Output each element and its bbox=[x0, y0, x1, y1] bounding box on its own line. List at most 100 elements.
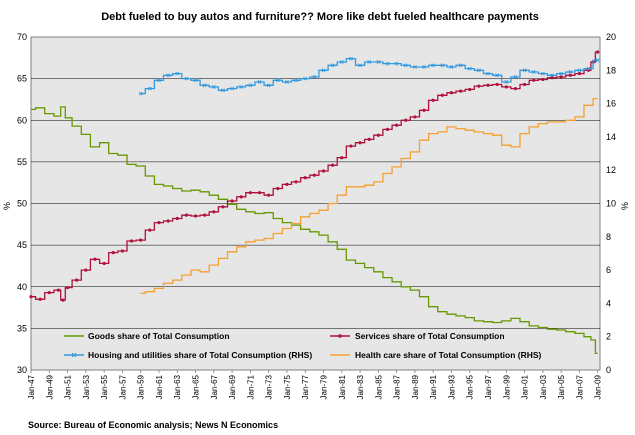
data-point bbox=[422, 108, 426, 112]
data-point bbox=[595, 58, 600, 63]
data-point bbox=[221, 205, 225, 209]
data-point bbox=[193, 78, 198, 83]
data-point bbox=[358, 141, 362, 145]
data-point bbox=[157, 78, 161, 83]
data-point bbox=[120, 249, 125, 253]
left-tick-label: 60 bbox=[17, 115, 27, 125]
x-tick-label: Jan-47 bbox=[27, 374, 36, 399]
data-point bbox=[504, 80, 509, 84]
x-tick-label: Jan-81 bbox=[338, 374, 347, 399]
data-point bbox=[321, 169, 326, 173]
data-point bbox=[367, 60, 372, 64]
data-point bbox=[376, 60, 381, 64]
data-point bbox=[47, 290, 51, 295]
data-point bbox=[276, 186, 280, 191]
x-tick-label: Jan-55 bbox=[100, 374, 109, 399]
data-point bbox=[459, 89, 463, 93]
data-point bbox=[568, 73, 572, 77]
x-tick-label: Jan-83 bbox=[356, 374, 365, 399]
data-point bbox=[403, 63, 408, 68]
data-point bbox=[486, 83, 490, 87]
data-point bbox=[303, 176, 307, 180]
data-point bbox=[577, 72, 582, 76]
x-tick-label: Jan-97 bbox=[484, 374, 493, 399]
right-tick-label: 16 bbox=[606, 99, 616, 109]
x-tick-label: Jan-73 bbox=[265, 374, 274, 399]
data-point bbox=[193, 214, 198, 218]
data-point bbox=[522, 82, 527, 87]
x-tick-label: Jan-91 bbox=[429, 374, 438, 399]
x-tick-label: Jan-75 bbox=[283, 374, 292, 399]
data-point bbox=[522, 68, 527, 73]
right-tick-label: 20 bbox=[606, 32, 616, 42]
x-tick-label: Jan-59 bbox=[137, 374, 146, 399]
left-tick-label: 35 bbox=[17, 323, 27, 333]
left-tick-label: 30 bbox=[17, 365, 27, 375]
x-axis-tick-labels: Jan-47 Jan-49 Jan-51 Jan-53 Jan-55 Jan-57 Jan-… bbox=[27, 370, 603, 399]
data-point bbox=[349, 56, 353, 61]
series-goods-share-of-total-consumption bbox=[31, 106, 598, 355]
data-point bbox=[449, 91, 454, 95]
data-point bbox=[431, 98, 435, 102]
data-point bbox=[111, 251, 115, 255]
x-tick-label: Jan-99 bbox=[502, 374, 511, 399]
data-point bbox=[321, 68, 326, 73]
data-point bbox=[129, 239, 134, 243]
data-point bbox=[93, 257, 97, 261]
left-tick-label: 45 bbox=[17, 240, 27, 250]
x-tick-label: Jan-07 bbox=[575, 374, 584, 399]
data-point bbox=[358, 63, 362, 68]
x-tick-label: Jan-67 bbox=[210, 374, 219, 399]
series-housing-and-utilities-share-of-total-consumption-rhs bbox=[138, 56, 600, 96]
data-point bbox=[212, 210, 216, 214]
data-point bbox=[331, 163, 335, 167]
x-tick-label: Jan-95 bbox=[466, 374, 475, 399]
left-tick-label: 40 bbox=[17, 282, 27, 292]
legend-marker-housing bbox=[71, 352, 77, 358]
data-point bbox=[65, 285, 70, 290]
x-tick-label: Jan-71 bbox=[246, 374, 255, 399]
data-point bbox=[230, 86, 235, 91]
data-point bbox=[541, 77, 545, 82]
legend: Goods share of Total Consumption Service… bbox=[64, 331, 542, 360]
data-point bbox=[166, 73, 171, 78]
data-point bbox=[285, 182, 289, 186]
data-point bbox=[312, 173, 316, 177]
series-line bbox=[31, 106, 598, 355]
data-point bbox=[202, 83, 207, 88]
data-point bbox=[339, 60, 344, 64]
right-tick-label: 8 bbox=[606, 232, 611, 242]
data-point bbox=[61, 298, 65, 302]
data-point bbox=[577, 68, 582, 73]
right-axis-tick-labels: 0 2 4 6 8 10 12 14 16 18 20 bbox=[606, 32, 616, 375]
data-point bbox=[468, 87, 472, 92]
data-point bbox=[367, 137, 371, 141]
left-axis-label: % bbox=[2, 202, 12, 210]
data-point bbox=[568, 70, 573, 74]
data-point bbox=[312, 75, 317, 79]
data-point bbox=[266, 83, 271, 88]
right-tick-label: 4 bbox=[606, 298, 611, 308]
x-tick-label: Jan-89 bbox=[411, 374, 420, 399]
x-tick-label: Jan-49 bbox=[45, 374, 54, 399]
x-tick-label: Jan-03 bbox=[539, 374, 548, 399]
data-point bbox=[495, 82, 499, 87]
data-point bbox=[275, 78, 280, 83]
x-tick-label: Jan-93 bbox=[447, 374, 456, 399]
right-tick-label: 12 bbox=[606, 165, 616, 175]
data-point bbox=[440, 63, 445, 68]
x-tick-label: Jan-09 bbox=[594, 374, 603, 399]
data-point bbox=[550, 76, 554, 80]
data-point bbox=[349, 144, 353, 148]
data-point bbox=[230, 199, 234, 203]
x-tick-label: Jan-87 bbox=[393, 374, 402, 399]
x-tick-label: Jan-85 bbox=[374, 374, 383, 399]
data-point bbox=[38, 297, 42, 301]
right-tick-label: 2 bbox=[606, 332, 611, 342]
data-point bbox=[29, 295, 33, 299]
data-point bbox=[431, 63, 436, 68]
data-point bbox=[248, 191, 252, 195]
data-point bbox=[184, 213, 188, 217]
data-point bbox=[330, 63, 335, 68]
